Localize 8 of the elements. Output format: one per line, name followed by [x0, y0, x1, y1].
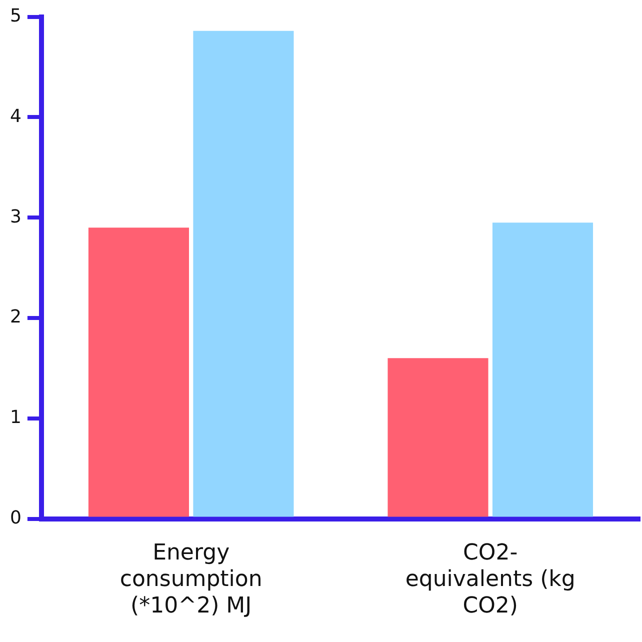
x-tick-label: Energy consumption (*10^2) MJ — [120, 540, 262, 619]
y-tick-label: 4 — [10, 106, 22, 127]
y-tick-label: 5 — [10, 5, 22, 26]
y-tick-label: 3 — [10, 206, 22, 228]
y-tick-label: 0 — [10, 507, 22, 528]
y-tick-label: 2 — [10, 306, 22, 328]
y-tick-label: 1 — [10, 407, 22, 428]
x-tick-label: CO2-equivalents (kg CO2) — [405, 540, 576, 619]
